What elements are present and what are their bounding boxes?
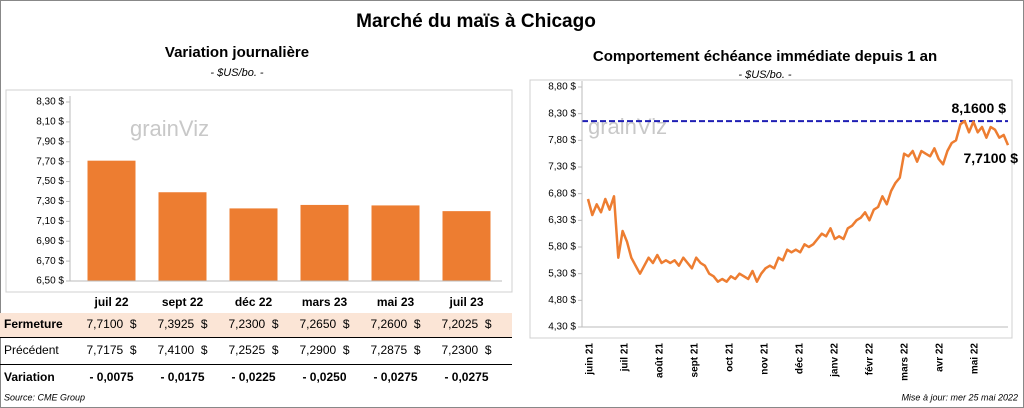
bar	[158, 192, 207, 281]
row-label: Variation	[4, 370, 55, 384]
row-highlight	[0, 313, 512, 337]
x-tick-label: juil 21	[620, 343, 631, 373]
x-tick-label: mars 23	[302, 295, 348, 309]
chart-subtitle: - $US/bo. -	[210, 67, 264, 79]
left-plot-frame	[5, 89, 513, 293]
x-tick-label: févr 22	[865, 343, 876, 376]
watermark: grainViz	[130, 116, 209, 141]
y-tick-label: 7,90 $	[36, 136, 64, 147]
y-tick-label: 5,30 $	[548, 268, 576, 279]
x-tick-label: août 21	[655, 343, 666, 378]
chart-title: Comportement échéance immédiate depuis 1…	[593, 48, 937, 65]
x-tick-label: avr 22	[935, 343, 946, 372]
table-cell: 7,2600 $	[370, 317, 420, 331]
y-tick-label: 6,90 $	[36, 236, 64, 247]
chart-title: Variation journalière	[165, 44, 309, 61]
y-tick-label: 7,10 $	[36, 216, 64, 227]
table-cell: 7,3925 $	[157, 317, 207, 331]
bar	[300, 204, 349, 281]
table-cell: - 0,0075	[89, 370, 133, 384]
bar	[229, 208, 278, 281]
y-tick-label: 8,30 $	[548, 108, 576, 119]
bar	[87, 160, 136, 281]
y-tick-label: 7,50 $	[36, 176, 64, 187]
table-cell: - 0,0275	[444, 370, 488, 384]
price-line	[586, 119, 1010, 283]
source: Source: CME Group	[4, 392, 85, 402]
table-cell: 7,7175 $	[86, 343, 136, 357]
y-tick-label: 7,30 $	[548, 162, 576, 173]
watermark: grainViz	[588, 114, 667, 139]
y-tick-label: 6,50 $	[36, 276, 64, 287]
y-tick-label: 8,30 $	[36, 97, 64, 108]
table-cell: 7,2650 $	[299, 317, 349, 331]
x-tick-label: oct 21	[725, 343, 736, 372]
page-title: Marché du maïs à Chicago	[356, 11, 596, 32]
table-cell: - 0,0250	[302, 370, 346, 384]
y-tick-label: 6,30 $	[548, 215, 576, 226]
y-tick-label: 4,80 $	[548, 295, 576, 306]
x-tick-label: sept 21	[690, 343, 701, 378]
chart-subtitle: - $US/bo. -	[738, 69, 792, 81]
y-tick-label: 8,10 $	[36, 117, 64, 128]
table-cell: - 0,0275	[373, 370, 417, 384]
table-cell: 7,2900 $	[299, 343, 349, 357]
y-tick-label: 6,80 $	[548, 188, 576, 199]
table-cell: 7,2875 $	[370, 343, 420, 357]
y-tick-label: 8,80 $	[548, 82, 576, 93]
y-tick-label: 4,30 $	[548, 322, 576, 333]
bar	[442, 211, 491, 281]
x-tick-label: sept 22	[162, 295, 204, 309]
x-tick-label: janv 22	[830, 343, 841, 378]
y-tick-label: 7,30 $	[36, 196, 64, 207]
x-tick-label: déc 21	[795, 343, 806, 375]
y-tick-label: 7,80 $	[548, 135, 576, 146]
x-tick-label: juil 22	[93, 295, 128, 309]
table-cell: - 0,0175	[160, 370, 204, 384]
x-tick-label: juil 23	[448, 295, 483, 309]
reference-label: 8,1600 $	[952, 100, 1007, 116]
y-tick-label: 5,80 $	[548, 242, 576, 253]
update-date: Mise à jour: mer 25 mai 2022	[901, 392, 1018, 402]
table-cell: 7,2300 $	[441, 343, 491, 357]
x-tick-label: mars 22	[900, 343, 911, 381]
x-tick-label: mai 23	[377, 295, 415, 309]
y-tick-label: 7,70 $	[36, 156, 64, 167]
last-value-label: 7,7100 $	[964, 150, 1019, 166]
table-cell: 7,2025 $	[441, 317, 491, 331]
bar	[371, 205, 420, 281]
table-cell: 7,4100 $	[157, 343, 207, 357]
x-tick-label: déc 22	[235, 295, 273, 309]
row-label: Fermeture	[4, 317, 63, 331]
table-cell: 7,2525 $	[228, 343, 278, 357]
row-label: Précédent	[4, 343, 59, 357]
x-tick-label: juin 21	[585, 343, 596, 376]
x-tick-label: mai 22	[970, 343, 981, 375]
x-tick-label: nov 21	[760, 343, 771, 375]
y-tick-label: 6,70 $	[36, 256, 64, 267]
table-cell: - 0,0225	[231, 370, 275, 384]
table-cell: 7,7100 $	[86, 317, 136, 331]
right-plot-frame	[529, 79, 1013, 339]
table-cell: 7,2300 $	[228, 317, 278, 331]
